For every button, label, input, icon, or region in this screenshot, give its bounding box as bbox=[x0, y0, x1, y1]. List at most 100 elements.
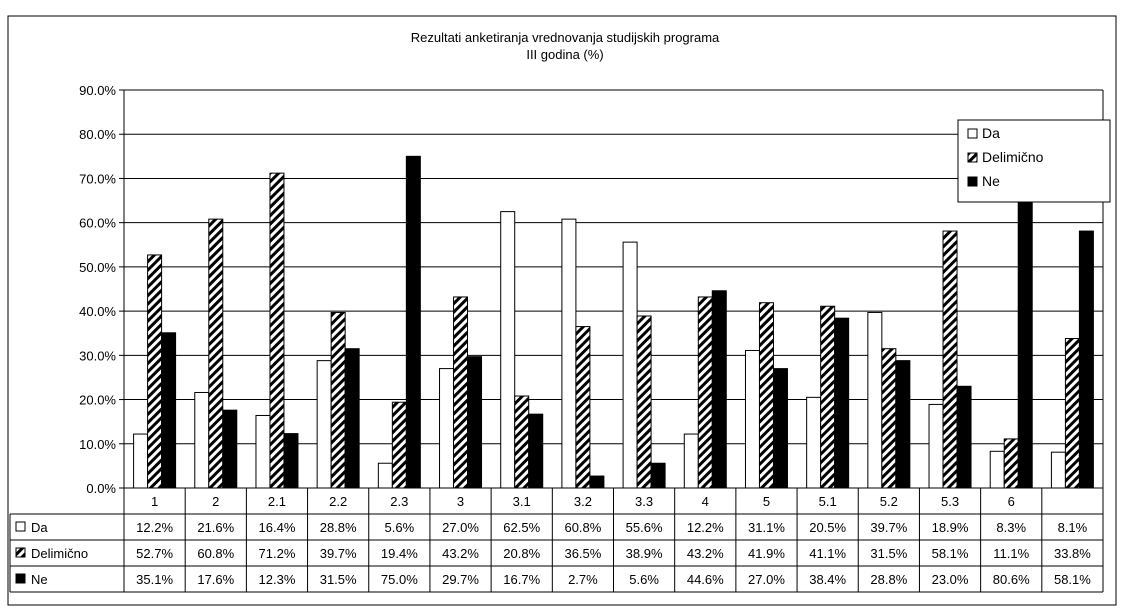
bar bbox=[744, 349, 760, 489]
bar bbox=[834, 317, 850, 489]
category-label: 3.1 bbox=[513, 494, 531, 509]
data-label: 28.8% bbox=[320, 520, 357, 535]
category-label: 2.1 bbox=[268, 494, 286, 509]
bar bbox=[942, 230, 958, 489]
data-label: 60.8% bbox=[197, 546, 234, 561]
bar bbox=[711, 290, 727, 489]
bar bbox=[133, 433, 149, 489]
data-label: 58.1% bbox=[932, 546, 969, 561]
bar bbox=[147, 254, 163, 489]
bar bbox=[255, 414, 271, 489]
bar bbox=[316, 360, 332, 489]
bar bbox=[500, 211, 516, 489]
bar bbox=[758, 302, 774, 489]
category-label: 3 bbox=[457, 494, 464, 509]
data-label: 41.9% bbox=[748, 546, 785, 561]
category-label: 2.2 bbox=[329, 494, 347, 509]
table-series-name: Delimično bbox=[31, 546, 88, 561]
bar bbox=[514, 395, 530, 489]
bar bbox=[528, 413, 544, 489]
bar bbox=[636, 315, 652, 489]
bar bbox=[806, 396, 822, 489]
data-label: 27.0% bbox=[748, 572, 785, 587]
category-label: 3.2 bbox=[574, 494, 592, 509]
data-label: 11.1% bbox=[993, 546, 1029, 561]
bar bbox=[561, 218, 577, 489]
bar bbox=[683, 433, 699, 489]
bar bbox=[622, 241, 638, 489]
data-label: 31.1% bbox=[748, 520, 785, 535]
data-label: 35.1% bbox=[136, 572, 173, 587]
legend-key bbox=[967, 128, 978, 139]
bar bbox=[650, 462, 666, 489]
data-label: 16.4% bbox=[259, 520, 296, 535]
data-label: 36.5% bbox=[564, 546, 601, 561]
category-label: 5 bbox=[763, 494, 770, 509]
category-label: 5.1 bbox=[819, 494, 837, 509]
data-label: 28.8% bbox=[870, 572, 907, 587]
category-label: 5.3 bbox=[941, 494, 959, 509]
y-tick-label: 10.0% bbox=[79, 437, 116, 452]
data-label: 17.6% bbox=[197, 572, 234, 587]
data-label: 23.0% bbox=[932, 572, 969, 587]
bar bbox=[222, 409, 238, 489]
bar bbox=[989, 450, 1005, 489]
bar bbox=[1050, 451, 1066, 489]
legend-box bbox=[957, 119, 1111, 203]
bar bbox=[208, 218, 224, 489]
table-legend-key bbox=[15, 521, 26, 532]
bar bbox=[405, 155, 421, 489]
data-label: 8.3% bbox=[996, 520, 1026, 535]
legend-entry: Ne bbox=[982, 173, 1000, 189]
legend: Da Delimično Ne bbox=[957, 119, 1111, 203]
bar bbox=[377, 462, 393, 489]
y-tick-label: 40.0% bbox=[79, 304, 116, 319]
table-series-name: Da bbox=[31, 520, 48, 535]
category-label: 3.3 bbox=[635, 494, 653, 509]
table-legend-key bbox=[15, 573, 26, 584]
data-label: 2.7% bbox=[568, 572, 598, 587]
data-label: 60.8% bbox=[564, 520, 601, 535]
legend-entry: Delimično bbox=[982, 149, 1044, 165]
legend-entry: Da bbox=[982, 125, 1000, 141]
data-label: 21.6% bbox=[197, 520, 234, 535]
data-label: 12.2% bbox=[136, 520, 173, 535]
category-label: 2.3 bbox=[390, 494, 408, 509]
bar bbox=[820, 305, 836, 489]
category-label: 6 bbox=[1008, 494, 1015, 509]
table-legend-key bbox=[15, 547, 26, 558]
bar bbox=[575, 326, 591, 489]
data-label: 52.7% bbox=[136, 546, 173, 561]
bar bbox=[1003, 438, 1019, 489]
chart-subtitle: III godina (%) bbox=[526, 47, 603, 62]
data-label: 75.0% bbox=[381, 572, 418, 587]
data-label: 27.0% bbox=[442, 520, 479, 535]
bar bbox=[867, 311, 883, 489]
bar bbox=[697, 296, 713, 489]
data-label: 8.1% bbox=[1058, 520, 1088, 535]
data-label: 38.4% bbox=[809, 572, 846, 587]
data-label: 20.5% bbox=[809, 520, 846, 535]
data-table: 1 2 2.1 2.2 2.3 3 3.1 3.2 3.3 4 5 5.1 5.2 5.3 6 Da 12.2%… bbox=[9, 487, 1104, 593]
bar bbox=[194, 391, 210, 489]
y-tick-label: 30.0% bbox=[79, 348, 116, 363]
bar bbox=[1078, 230, 1094, 489]
data-label: 31.5% bbox=[320, 572, 357, 587]
y-tick-label: 20.0% bbox=[79, 393, 116, 408]
category-label: 2 bbox=[212, 494, 219, 509]
bar bbox=[467, 356, 483, 489]
y-tick-label: 70.0% bbox=[79, 171, 116, 186]
bar bbox=[161, 332, 177, 489]
category-label: 1 bbox=[151, 494, 158, 509]
chart-title: Rezultati anketiranja vrednovanja studij… bbox=[411, 30, 720, 45]
bar bbox=[589, 475, 605, 489]
y-tick-label: 90.0% bbox=[79, 83, 116, 98]
data-label: 43.2% bbox=[442, 546, 479, 561]
bar bbox=[269, 172, 285, 489]
data-label: 39.7% bbox=[870, 520, 907, 535]
data-label: 29.7% bbox=[442, 572, 479, 587]
bar bbox=[772, 368, 788, 489]
bar bbox=[1064, 338, 1080, 489]
data-label: 19.4% bbox=[381, 546, 418, 561]
